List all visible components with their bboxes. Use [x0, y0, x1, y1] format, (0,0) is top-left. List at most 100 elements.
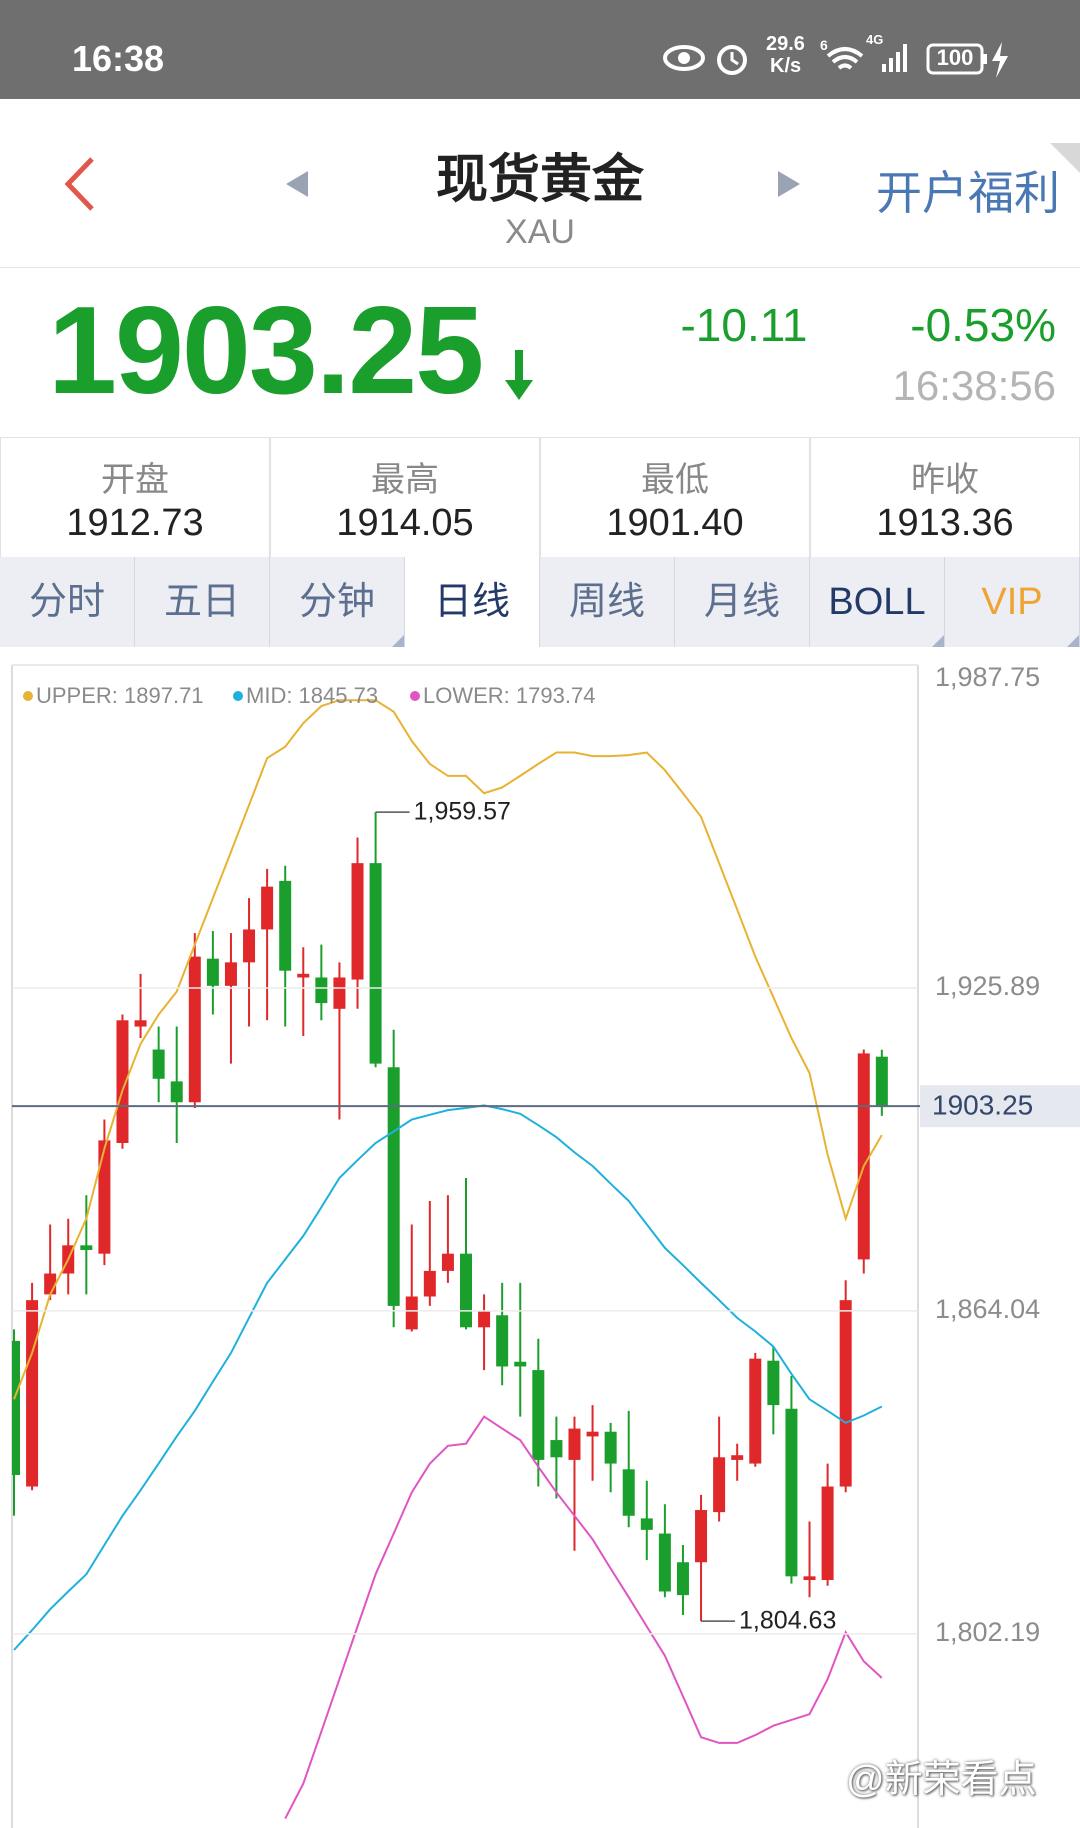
- battery-level: 100: [937, 45, 974, 70]
- title: 现货黄金: [435, 151, 644, 209]
- annotation-label: 1,959.57: [414, 798, 511, 826]
- quote-time: 16:38:56: [892, 362, 1057, 409]
- candle-body: [279, 880, 292, 971]
- candle-body: [297, 973, 310, 978]
- candle-body: [514, 1361, 527, 1367]
- stat-cell: 最高 1914.05: [270, 438, 540, 558]
- candle-body: [170, 1081, 183, 1103]
- candle-body: [116, 1020, 129, 1143]
- change-percent: -0.53%: [910, 299, 1056, 351]
- annotation-label: 1,804.63: [739, 1607, 836, 1635]
- status-icons: 29.6 K/s 6 4G 100: [663, 32, 1008, 78]
- candle-body: [532, 1370, 545, 1460]
- candle-body: [405, 1296, 418, 1330]
- legend-label: UPPER: 1897.71: [36, 683, 204, 708]
- stat-cell: 开盘 1912.73: [0, 438, 270, 558]
- current-price-label: 1903.25: [932, 1090, 1033, 1121]
- candle-body: [188, 956, 201, 1103]
- stats-row: 开盘 1912.73 最高 1914.05 最低 1901.40 昨收 1913.36: [0, 437, 1080, 558]
- legend-label: LOWER: 1793.74: [423, 683, 595, 708]
- boll-line: [13, 699, 883, 1400]
- candle-body: [821, 1486, 834, 1580]
- account-benefit[interactable]: 开户福利: [876, 167, 1060, 219]
- network-type: 4G: [866, 32, 883, 47]
- candle-body: [134, 1020, 147, 1027]
- candle-body: [713, 1457, 726, 1513]
- candle-body: [658, 1533, 671, 1592]
- header: 现货黄金 XAU 开户福利: [0, 99, 1080, 268]
- watermark: @新荣看点: [846, 1759, 1037, 1801]
- candle-body: [351, 863, 364, 980]
- candle-body: [586, 1431, 599, 1437]
- tab[interactable]: VIP: [945, 557, 1080, 647]
- y-tick-label: 1,864.04: [935, 1294, 1040, 1324]
- subtitle: XAU: [505, 213, 575, 251]
- status-bar: 16:38 29.6 K/s 6 4G 100: [0, 0, 1080, 99]
- down-arrow: [505, 350, 533, 400]
- candle-body: [206, 958, 219, 986]
- candle-body: [80, 1245, 93, 1251]
- wifi-badge: 6: [820, 37, 828, 53]
- candle-body: [441, 1253, 454, 1271]
- tab[interactable]: 五日: [135, 557, 270, 647]
- change: -10.11: [680, 299, 808, 351]
- candle-body: [803, 1576, 816, 1580]
- candle-body: [622, 1469, 635, 1516]
- candle-body: [261, 886, 274, 930]
- net-speed-unit: K/s: [770, 55, 801, 77]
- current-price-tag: [920, 1085, 1080, 1128]
- stat-cell: 最低 1901.40: [540, 438, 810, 558]
- stat-value: 1914.05: [336, 502, 474, 544]
- stat-value: 1913.36: [876, 502, 1014, 544]
- candle-body: [152, 1049, 165, 1079]
- candle-body: [224, 962, 237, 986]
- y-tick-label: 1,802.19: [935, 1617, 1040, 1647]
- back-button[interactable]: [58, 154, 102, 214]
- y-tick-label: 1,987.75: [935, 662, 1040, 692]
- corner-mark: [1050, 143, 1080, 173]
- next-button[interactable]: [774, 169, 804, 199]
- candle-body: [12, 1340, 20, 1476]
- tab[interactable]: 月线: [675, 557, 810, 647]
- candle-body: [875, 1056, 888, 1107]
- candle-body: [387, 1067, 400, 1306]
- candle-body: [243, 929, 256, 963]
- candle-body: [26, 1300, 39, 1487]
- price: 1903.25: [48, 282, 484, 420]
- candle-body: [640, 1518, 653, 1530]
- candle-body: [369, 863, 382, 1064]
- prev-button[interactable]: [282, 169, 312, 199]
- candle-body: [785, 1408, 798, 1577]
- candle-body: [749, 1358, 762, 1464]
- stat-label: 最低: [641, 461, 709, 499]
- candle-body: [315, 977, 328, 1004]
- y-tick-label: 1,925.89: [935, 971, 1040, 1001]
- stat-value: 1912.73: [66, 502, 204, 544]
- candle-body: [460, 1253, 472, 1328]
- tab[interactable]: 分时: [0, 557, 135, 647]
- boll-line: [284, 1415, 883, 1820]
- candle-body: [767, 1360, 780, 1406]
- quote: 1903.25 -10.11 -0.53% 16:38:56: [0, 268, 1080, 437]
- candle-body: [44, 1273, 57, 1295]
- legend-dot: [410, 691, 420, 701]
- boll-line: [13, 1104, 883, 1651]
- legend-dot: [233, 691, 243, 701]
- legend-label: MID: 1845.73: [246, 683, 378, 708]
- net-speed: 29.6: [766, 33, 805, 55]
- candle-body: [496, 1315, 509, 1367]
- stat-value: 1901.40: [606, 502, 744, 544]
- candle-body: [604, 1431, 617, 1464]
- tab[interactable]: 周线: [540, 557, 675, 647]
- tab[interactable]: BOLL: [810, 557, 945, 647]
- stat-label: 昨收: [911, 461, 979, 499]
- stat-label: 最高: [371, 461, 439, 499]
- candle-body: [478, 1311, 491, 1328]
- legend-dot: [23, 691, 33, 701]
- stat-label: 开盘: [101, 461, 169, 499]
- tab[interactable]: 分钟: [270, 557, 405, 647]
- candle-body: [550, 1440, 563, 1458]
- tab[interactable]: 日线: [405, 557, 540, 647]
- clock: 16:38: [72, 38, 165, 79]
- candle-body: [423, 1270, 436, 1297]
